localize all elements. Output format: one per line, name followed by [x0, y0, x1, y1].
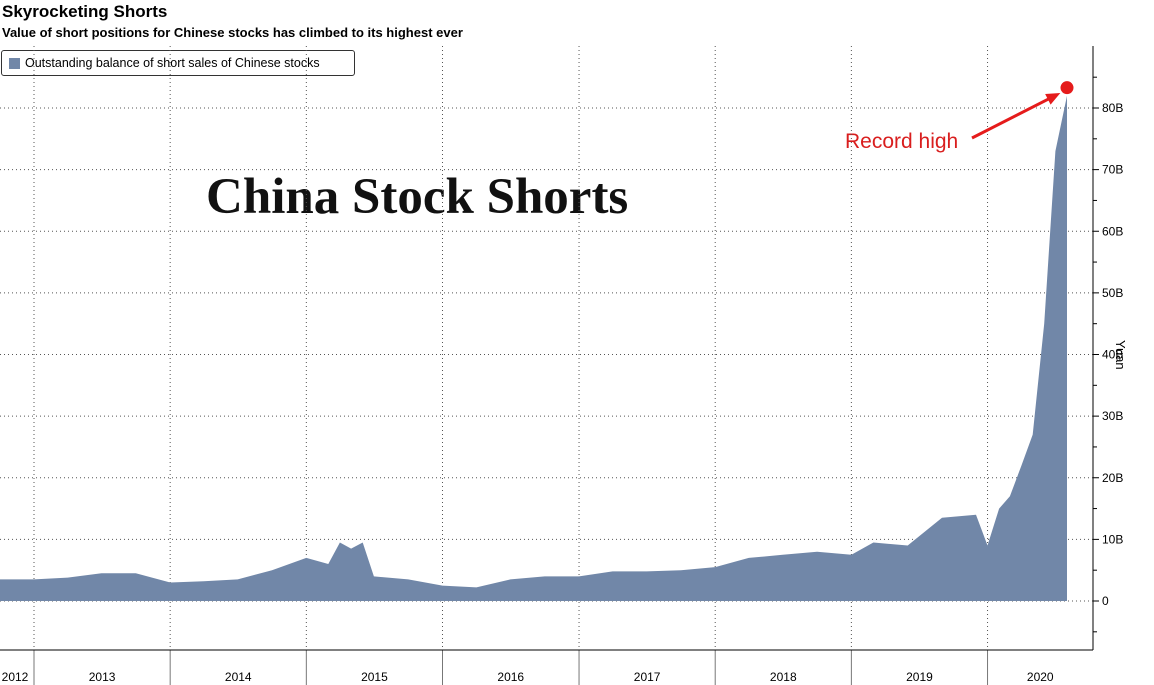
grid-layer: [0, 46, 1093, 650]
y-tick-label: 30B: [1102, 409, 1123, 423]
x-tick-label: 2013: [89, 670, 116, 684]
x-tick-label: 2014: [225, 670, 252, 684]
x-tick-label: 2020: [1027, 670, 1054, 684]
series-area: [0, 95, 1067, 601]
x-tick-label: 2018: [770, 670, 797, 684]
y-tick-label: 50B: [1102, 286, 1123, 300]
y-tick-label: 10B: [1102, 532, 1123, 546]
y-tick-label: 80B: [1102, 101, 1123, 115]
x-tick-label: 2015: [361, 670, 388, 684]
record-high-annotation: Record high: [845, 130, 959, 153]
record-high-marker: [1060, 81, 1074, 95]
x-tick-label: 2016: [497, 670, 524, 684]
axis-layer: 0 10B 20B 30B 40B 50B 60B 70B 80B 2012 2013 2014 201…: [0, 46, 1123, 685]
legend-label: Outstanding balance of short sales of Ch…: [25, 56, 320, 70]
y-tick-label: 70B: [1102, 163, 1123, 177]
y-tick-label: 20B: [1102, 471, 1123, 485]
y-tick-label: 60B: [1102, 224, 1123, 238]
overlay-title: China Stock Shorts: [206, 169, 629, 225]
record-high-arrow: [971, 94, 1056, 140]
chart-legend: Outstanding balance of short sales of Ch…: [1, 50, 355, 76]
y-tick-label: 40B: [1102, 348, 1123, 362]
y-tick-label: 0: [1102, 594, 1109, 608]
x-tick-label: 2017: [634, 670, 661, 684]
chart-subtitle: Value of short positions for Chinese sto…: [2, 25, 463, 40]
record-high-arrowhead: [1045, 92, 1061, 105]
x-tick-label: 2019: [906, 670, 933, 684]
chart-title: Skyrocketing Shorts: [2, 2, 168, 21]
legend-swatch: [9, 57, 20, 69]
x-tick-label: 2012: [2, 670, 29, 684]
